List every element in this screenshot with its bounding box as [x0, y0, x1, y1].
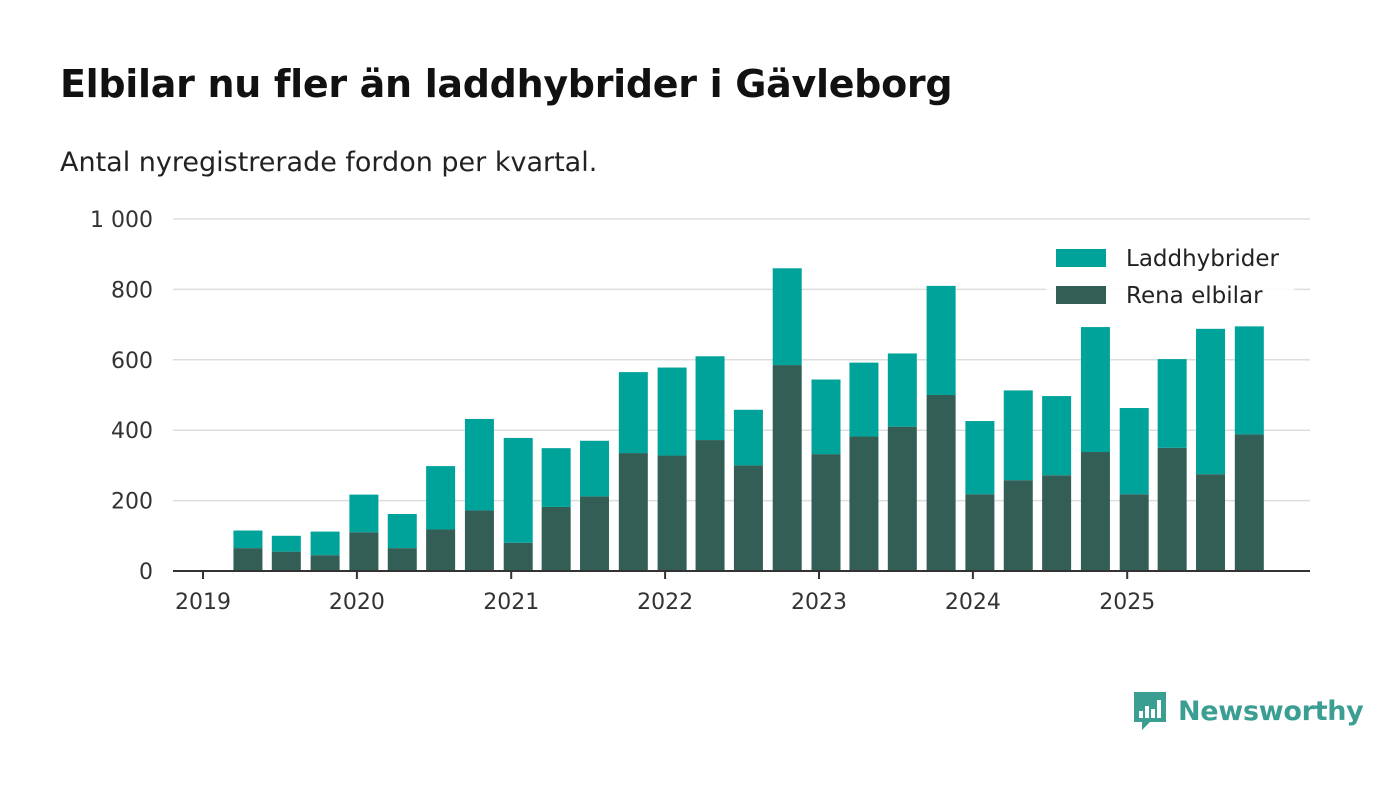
- bar-laddhybrider: [1080, 327, 1110, 453]
- bar-rena-elbilar: [849, 436, 879, 571]
- bar-laddhybrider: [849, 362, 879, 437]
- newsworthy-brand: Newsworthy: [1132, 690, 1364, 732]
- bar-rena-elbilar: [772, 365, 802, 571]
- bar-rena-elbilar: [618, 453, 648, 571]
- chart-title: Elbilar nu fler än laddhybrider i Gävleb…: [60, 62, 953, 106]
- bars: [233, 268, 1264, 571]
- bar-rena-elbilar: [233, 548, 263, 571]
- bar-rena-elbilar: [464, 510, 494, 571]
- bar-rena-elbilar: [1234, 434, 1264, 571]
- bar-laddhybrider: [1042, 396, 1072, 476]
- bar-laddhybrider: [1196, 328, 1226, 475]
- y-tick-label: 0: [139, 560, 153, 585]
- legend-label-rena-elbilar: Rena elbilar: [1126, 283, 1263, 309]
- bar-rena-elbilar: [541, 506, 571, 571]
- bar-laddhybrider: [580, 440, 610, 497]
- legend-swatch-rena-elbilar: [1056, 286, 1106, 304]
- bar-laddhybrider: [772, 268, 802, 366]
- bar-laddhybrider: [695, 356, 725, 441]
- bar-laddhybrider: [657, 367, 687, 456]
- bar-rena-elbilar: [965, 494, 995, 571]
- bar-rena-elbilar: [733, 465, 763, 571]
- bar-laddhybrider: [1234, 326, 1264, 435]
- x-tick-label: 2024: [945, 590, 1001, 615]
- bar-laddhybrider: [271, 535, 301, 552]
- bar-laddhybrider: [965, 421, 995, 495]
- bar-rena-elbilar: [310, 555, 340, 571]
- bar-laddhybrider: [1003, 390, 1033, 481]
- bar-rena-elbilar: [1042, 475, 1072, 571]
- newsworthy-logo-icon: [1134, 692, 1166, 730]
- chart-subtitle: Antal nyregistrerade fordon per kvartal.: [60, 147, 598, 178]
- legend: Laddhybrider Rena elbilar: [1046, 240, 1294, 316]
- y-tick-label: 1 000: [90, 208, 153, 233]
- bar-rena-elbilar: [580, 496, 610, 571]
- bar-laddhybrider: [733, 409, 763, 466]
- bar-rena-elbilar: [926, 395, 956, 571]
- bar-rena-elbilar: [695, 440, 725, 571]
- bar-laddhybrider: [887, 353, 917, 427]
- bar-rena-elbilar: [811, 454, 841, 571]
- bar-rena-elbilar: [1157, 447, 1187, 571]
- bar-laddhybrider: [233, 530, 263, 549]
- bar-laddhybrider: [541, 448, 571, 507]
- y-tick-label: 600: [111, 349, 153, 374]
- bar-laddhybrider: [503, 437, 533, 543]
- bar-laddhybrider: [926, 285, 956, 395]
- bar-rena-elbilar: [1080, 452, 1110, 571]
- bar-laddhybrider: [1157, 359, 1187, 448]
- bar-laddhybrider: [618, 372, 648, 454]
- newsworthy-logo-text: Newsworthy: [1178, 695, 1364, 727]
- bar-rena-elbilar: [387, 548, 417, 571]
- y-axis-ticks: 0 200 400 600 800 1 000: [90, 208, 153, 585]
- x-tick-label: 2022: [637, 590, 693, 615]
- legend-label-laddhybrider: Laddhybrider: [1126, 246, 1279, 272]
- y-tick-label: 800: [111, 278, 153, 303]
- y-tick-label: 200: [111, 490, 153, 515]
- legend-swatch-laddhybrider: [1056, 249, 1106, 267]
- x-tick-label: 2019: [175, 590, 231, 615]
- bar-laddhybrider: [310, 531, 340, 556]
- bar-rena-elbilar: [1119, 494, 1149, 571]
- bar-rena-elbilar: [1196, 474, 1226, 571]
- x-tick-label: 2020: [329, 590, 385, 615]
- x-tick-label: 2025: [1099, 590, 1155, 615]
- x-tick-label: 2023: [791, 590, 847, 615]
- bar-rena-elbilar: [887, 426, 917, 571]
- bar-laddhybrider: [464, 418, 494, 511]
- bar-laddhybrider: [387, 513, 417, 549]
- bar-rena-elbilar: [271, 551, 301, 571]
- bar-laddhybrider: [1119, 408, 1149, 495]
- bar-laddhybrider: [349, 494, 379, 533]
- bar-rena-elbilar: [503, 542, 533, 571]
- bar-rena-elbilar: [426, 529, 456, 571]
- y-tick-label: 400: [111, 419, 153, 444]
- bar-laddhybrider: [426, 466, 456, 530]
- bar-rena-elbilar: [657, 455, 687, 571]
- x-tick-label: 2021: [483, 590, 539, 615]
- bar-rena-elbilar: [349, 532, 379, 571]
- bar-rena-elbilar: [1003, 480, 1033, 571]
- bar-laddhybrider: [811, 379, 841, 455]
- x-axis: 2019 2020 2021 2022 2023 2024 2025: [173, 570, 1310, 615]
